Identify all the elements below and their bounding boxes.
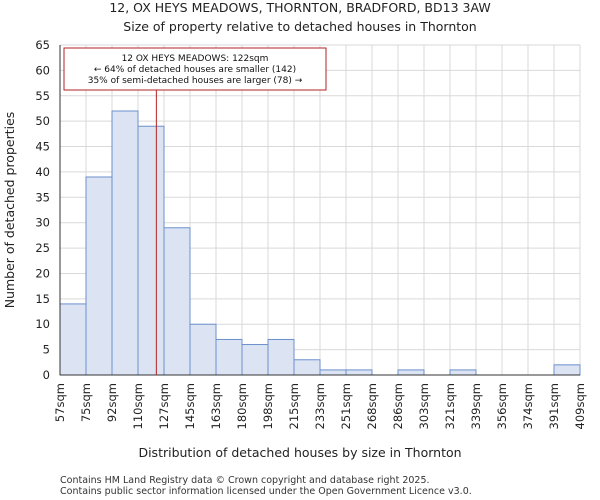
x-tick-label: 75sqm [79,383,93,422]
x-tick-label: 92sqm [105,383,119,422]
x-tick-label: 163sqm [209,383,223,429]
x-tick-label: 268sqm [365,383,379,429]
annotation-line2: ← 64% of detached houses are smaller (14… [94,65,296,75]
x-tick-label: 233sqm [313,383,327,429]
x-tick-label: 339sqm [469,383,483,429]
histogram-bar [319,369,347,376]
x-tick-label: 303sqm [417,383,431,429]
histogram-bar [345,369,373,376]
x-tick-label: 391sqm [547,383,561,429]
annotation-box [63,47,327,91]
y-tick-label: 65 [35,38,50,52]
annotation-line1: 12 OX HEYS MEADOWS: 122sqm [122,54,269,64]
x-tick-label: 110sqm [131,383,145,429]
y-tick-label: 15 [35,292,50,306]
histogram-bar [85,176,113,376]
histogram-bar [163,227,191,376]
x-tick-label: 145sqm [183,383,197,429]
histogram-bar [111,110,139,376]
chart-title-line1: 12, OX HEYS MEADOWS, THORNTON, BRADFORD,… [109,0,490,15]
histogram-bar [189,323,217,376]
y-axis-label: Number of detached properties [2,112,17,309]
histogram-bar [59,303,87,376]
histogram-bar [241,344,269,376]
y-tick-label: 0 [43,368,50,382]
y-tick-label: 35 [35,190,50,204]
x-tick-label: 286sqm [391,383,405,429]
histogram-bar [215,338,243,376]
y-tick-label: 50 [35,114,50,128]
y-tick-label: 40 [35,165,50,179]
histogram-bar [449,369,477,376]
histogram-bar [137,125,165,376]
chart-title-line2: Size of property relative to detached ho… [123,19,476,34]
footer-line2: Contains public sector information licen… [60,486,472,497]
x-tick-label: 409sqm [573,383,587,429]
x-tick-label: 374sqm [521,383,535,429]
y-tick-label: 45 [35,140,50,154]
x-tick-label: 127sqm [157,383,171,429]
histogram-bar [293,359,321,376]
y-tick-label: 10 [35,317,50,331]
x-tick-label: 356sqm [495,383,509,429]
histogram-bar [553,364,581,376]
y-tick-label: 5 [43,343,50,357]
x-tick-label: 251sqm [339,383,353,429]
y-tick-label: 60 [35,63,50,77]
y-tick-label: 20 [35,266,50,280]
x-tick-label: 321sqm [443,383,457,429]
annotation-line3: 35% of semi-detached houses are larger (… [88,76,303,86]
y-tick-label: 30 [35,216,50,230]
y-tick-label: 55 [35,89,50,103]
y-tick-label: 25 [35,241,50,255]
x-tick-label: 198sqm [261,383,275,429]
x-tick-label: 57sqm [53,383,67,422]
histogram-bar [267,338,295,376]
x-axis-label: Distribution of detached houses by size … [138,445,461,460]
x-tick-label: 215sqm [287,383,301,429]
x-tick-label: 180sqm [235,383,249,429]
histogram-bar [397,369,425,376]
footer-line1: Contains HM Land Registry data © Crown c… [60,475,430,486]
